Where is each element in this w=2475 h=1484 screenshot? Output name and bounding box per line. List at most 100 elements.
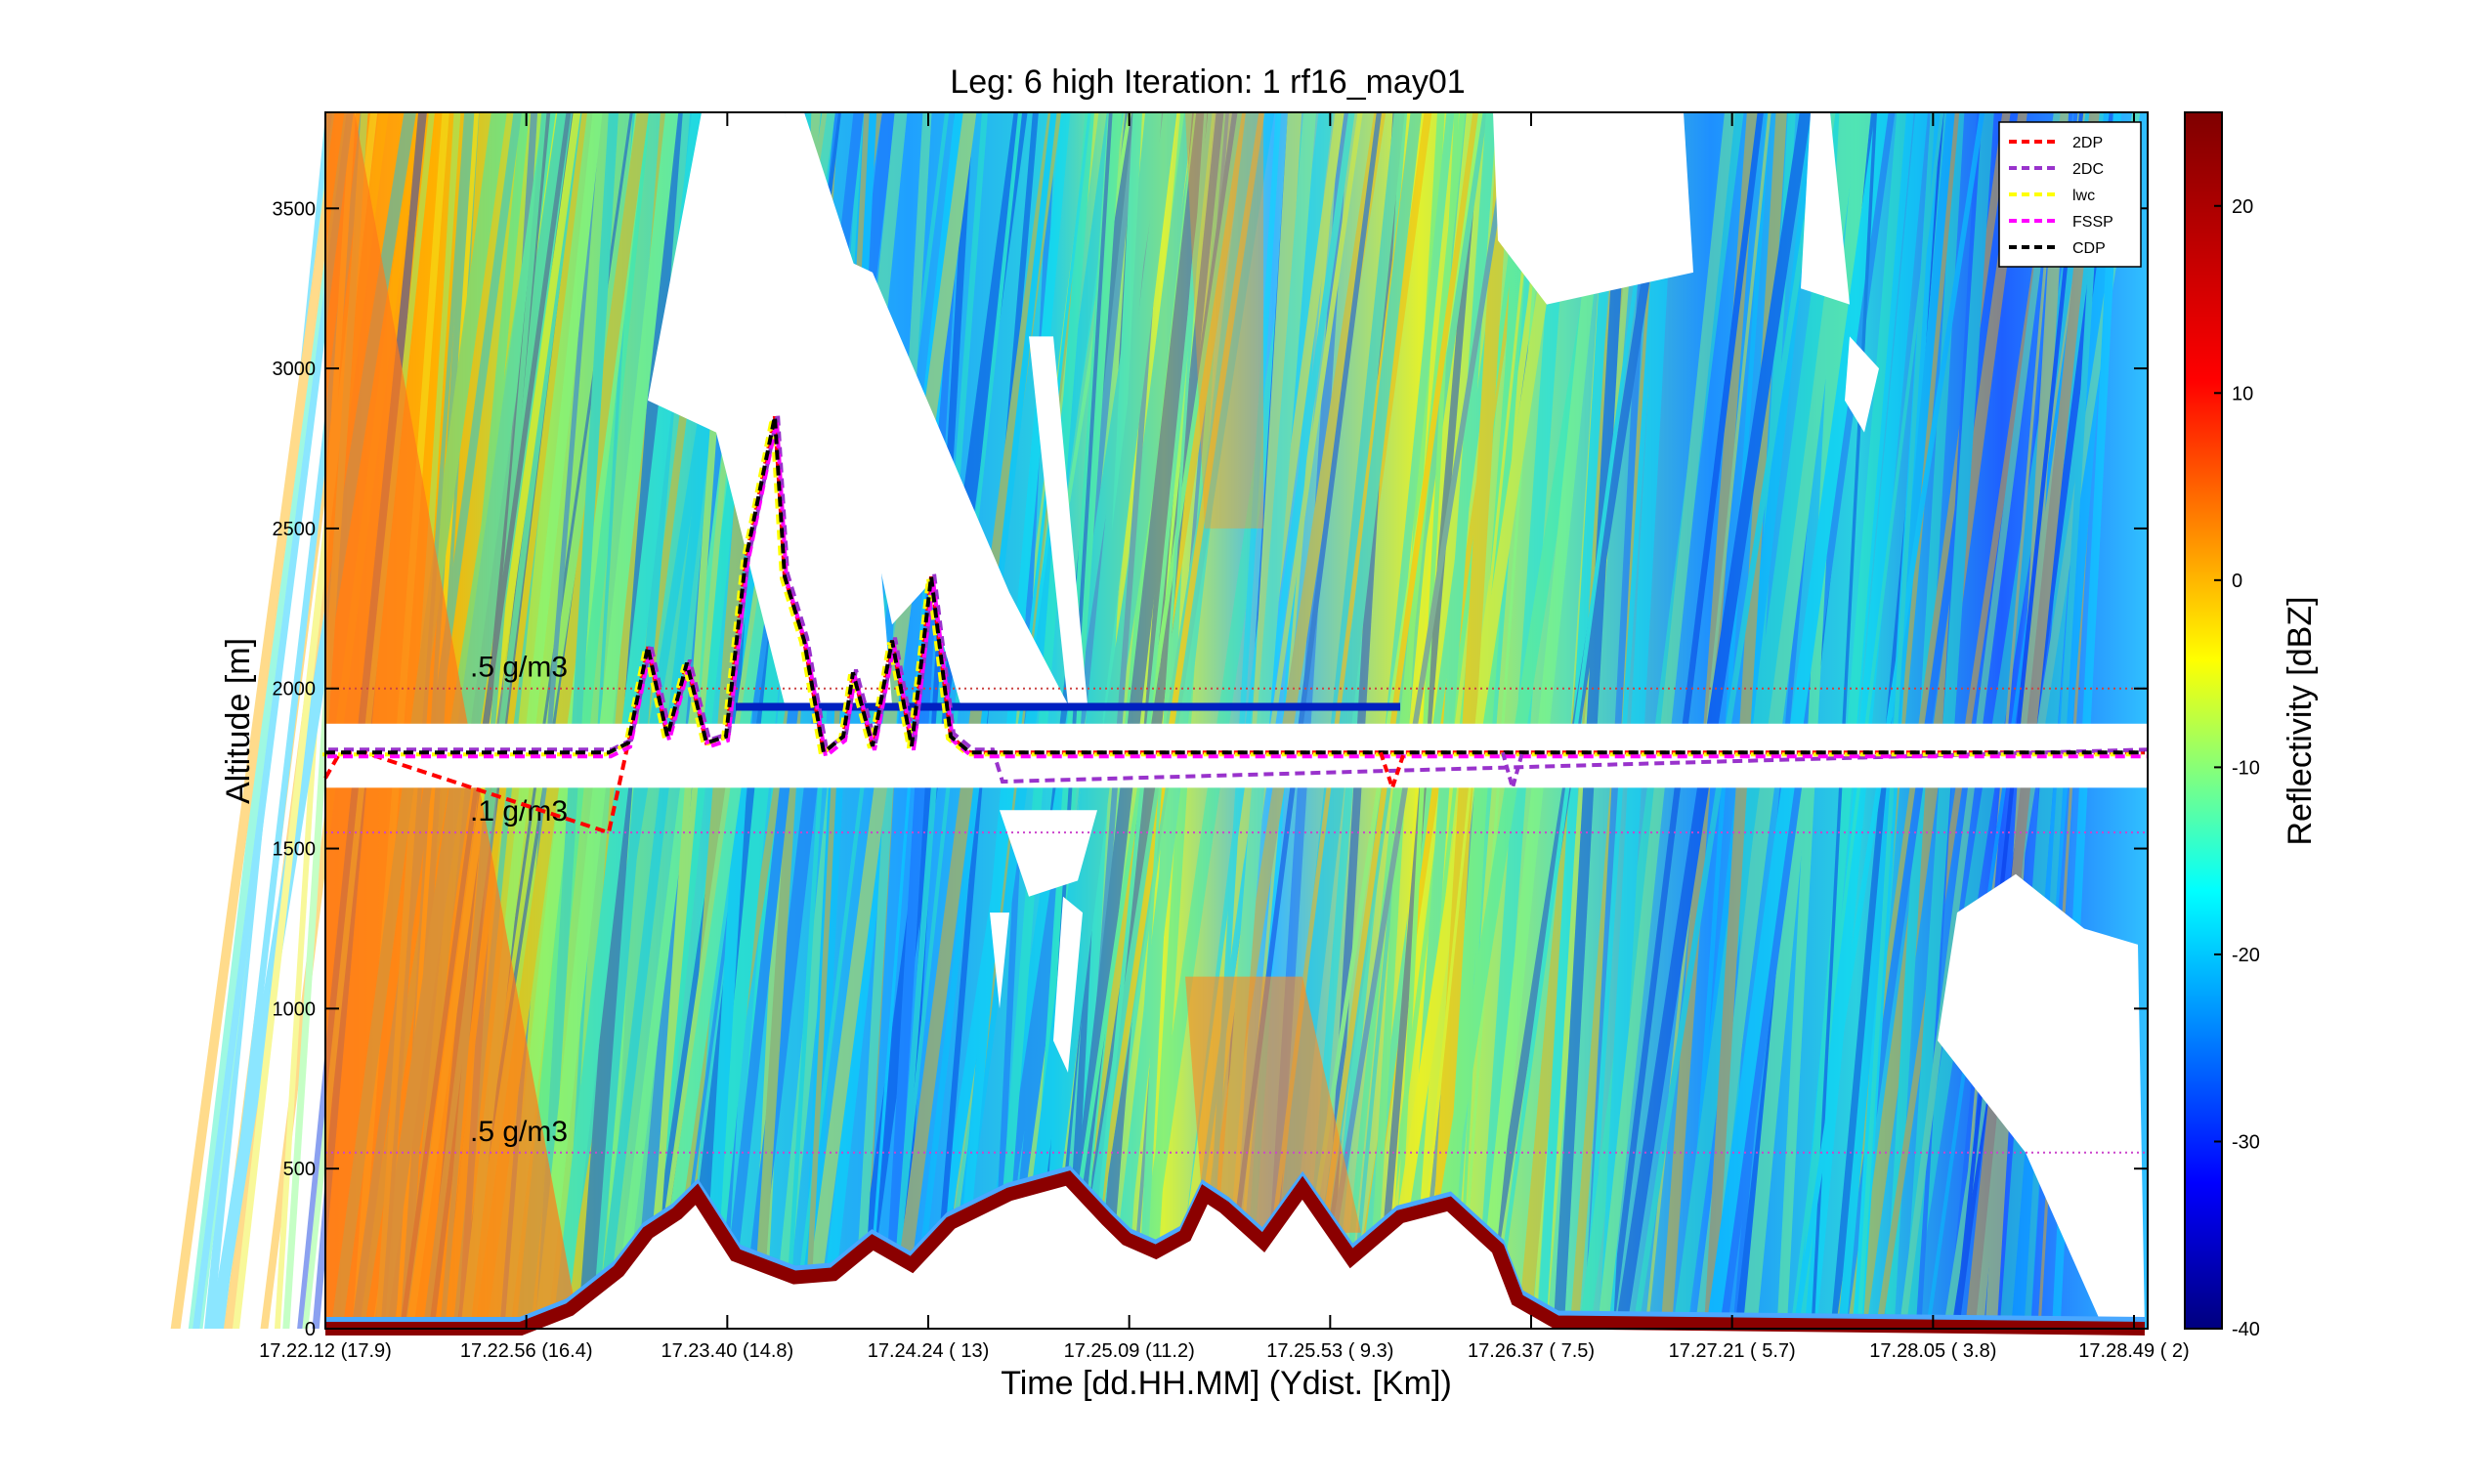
texture-streak bbox=[1065, 112, 1244, 1329]
texture-streak bbox=[1348, 112, 1541, 1329]
texture-streak bbox=[563, 112, 637, 1329]
texture-streak bbox=[1673, 112, 1851, 1329]
texture-streak bbox=[911, 112, 1057, 1329]
texture-streak bbox=[1352, 112, 1522, 1329]
texture-streak bbox=[1798, 112, 1907, 1329]
colorbar-tick-label: -10 bbox=[2232, 757, 2260, 779]
colorbar-gradient bbox=[2184, 111, 2223, 1330]
texture-streak bbox=[1380, 112, 1576, 1329]
texture-streak bbox=[1607, 112, 1764, 1329]
x-tick-label: 17.26.37 ( 7.5) bbox=[1468, 1340, 1595, 1362]
texture-streak bbox=[1122, 112, 1208, 1329]
texture-streak bbox=[1438, 112, 1542, 1329]
texture-streak bbox=[1374, 112, 1531, 1329]
no-echo-region bbox=[1029, 336, 1088, 705]
texture-streak bbox=[1386, 112, 1560, 1329]
texture-streak bbox=[1396, 112, 1528, 1329]
texture-streaks bbox=[170, 112, 2141, 1329]
texture-streak bbox=[1685, 112, 1771, 1329]
texture-streak bbox=[1517, 112, 1639, 1329]
texture-streak bbox=[1583, 112, 1653, 1329]
y-tick-label: 3000 bbox=[273, 359, 317, 380]
texture-streak bbox=[1717, 112, 1796, 1329]
texture-streak bbox=[1660, 112, 1759, 1329]
texture-streak bbox=[1136, 112, 1205, 1329]
texture-streak bbox=[1835, 112, 2013, 1329]
texture-streak bbox=[1474, 112, 1573, 1329]
colorbar-tick-label: -30 bbox=[2232, 1131, 2260, 1153]
texture-streak bbox=[1706, 112, 1889, 1329]
texture-streak bbox=[1718, 112, 1896, 1329]
x-tick-label: 17.28.05 ( 3.8) bbox=[1869, 1340, 1996, 1362]
x-tick-label: 17.25.09 (11.2) bbox=[1064, 1340, 1195, 1362]
legend-box bbox=[1998, 121, 2142, 268]
texture-streak bbox=[1884, 112, 1965, 1329]
texture-streak bbox=[1086, 112, 1262, 1329]
legend-label-fssp: FSSP bbox=[2072, 214, 2113, 231]
texture-streak bbox=[1434, 112, 1537, 1329]
texture-streak bbox=[923, 112, 1125, 1329]
texture-streak bbox=[1569, 112, 1669, 1329]
texture-streak bbox=[1059, 112, 1210, 1329]
texture-streak bbox=[1033, 112, 1194, 1329]
texture-streak bbox=[1632, 112, 1826, 1329]
y-axis-label: Altitude [m] bbox=[220, 638, 257, 804]
below-surface-region bbox=[325, 1178, 2145, 1329]
texture-streak bbox=[1130, 112, 1317, 1329]
no-echo-region bbox=[1938, 873, 2145, 1329]
texture-streak bbox=[1026, 112, 1123, 1329]
no-echo-region bbox=[648, 112, 892, 705]
texture-streak bbox=[1348, 112, 1467, 1329]
x-axis-label: Time [dd.HH.MM] (Ydist. [Km]) bbox=[1001, 1365, 1452, 1402]
texture-streak bbox=[1856, 112, 1936, 1329]
x-tick-label: 17.22.56 (16.4) bbox=[460, 1340, 593, 1362]
texture-streak bbox=[516, 112, 651, 1329]
texture-streak bbox=[1384, 112, 1459, 1329]
texture-streak bbox=[1419, 112, 1624, 1329]
x-tick-label: 17.23.40 (14.8) bbox=[661, 1340, 794, 1362]
texture-streak bbox=[1400, 112, 1497, 1329]
texture-streak bbox=[1694, 112, 1859, 1329]
x-tick-label: 17.28.49 ( 2) bbox=[2078, 1340, 2189, 1362]
texture-streak bbox=[1851, 112, 1951, 1329]
series-cdp bbox=[325, 415, 2145, 756]
texture-streak bbox=[1070, 112, 1275, 1329]
texture-streak bbox=[1006, 112, 1179, 1329]
no-echo-region bbox=[804, 240, 1068, 705]
y-tick-label: 1500 bbox=[273, 839, 317, 861]
texture-streak bbox=[1804, 112, 1928, 1329]
texture-streak bbox=[1838, 112, 1955, 1329]
no-echo-region bbox=[1845, 336, 1879, 433]
texture-streak bbox=[1095, 112, 1204, 1329]
texture-streak bbox=[1734, 112, 1884, 1329]
texture-streak bbox=[1072, 112, 1142, 1329]
texture-streak bbox=[1839, 112, 2019, 1329]
texture-streak bbox=[1830, 112, 1956, 1329]
texture-streak bbox=[1579, 112, 1744, 1329]
texture-streak bbox=[1324, 112, 1455, 1329]
y-tick-label: 500 bbox=[283, 1159, 316, 1180]
axes: 0 500 1000 1500 2000 2500 3000 3500 17.22.12 (17… bbox=[259, 111, 2190, 1362]
texture-streak bbox=[1072, 112, 1168, 1329]
texture-streak bbox=[1841, 112, 1960, 1329]
texture-streak bbox=[1476, 112, 1612, 1329]
no-echo-region bbox=[1493, 112, 1693, 305]
colorbar-tick-label: -20 bbox=[2232, 945, 2260, 966]
texture-streak bbox=[1875, 112, 2063, 1329]
texture-streak bbox=[1597, 112, 1735, 1329]
warm-core-center bbox=[1185, 976, 1361, 1233]
texture-streak bbox=[1776, 112, 1850, 1329]
surface-echo-ridge bbox=[325, 1170, 2146, 1336]
texture-streak bbox=[1793, 112, 1985, 1329]
colorbar: -40 -30 -20 -10 0 10 20 bbox=[2184, 111, 2260, 1340]
reference-label: .5 g/m3 bbox=[470, 652, 568, 684]
no-echo-region bbox=[1053, 896, 1083, 1073]
texture-streak bbox=[882, 112, 965, 1329]
texture-streak bbox=[1129, 112, 1229, 1329]
texture-streak bbox=[1644, 112, 1771, 1329]
texture-streak bbox=[1532, 112, 1613, 1329]
texture-streak bbox=[1307, 112, 1479, 1329]
blind-band-edge bbox=[736, 702, 1400, 711]
reference-label: .5 g/m3 bbox=[470, 1116, 568, 1148]
